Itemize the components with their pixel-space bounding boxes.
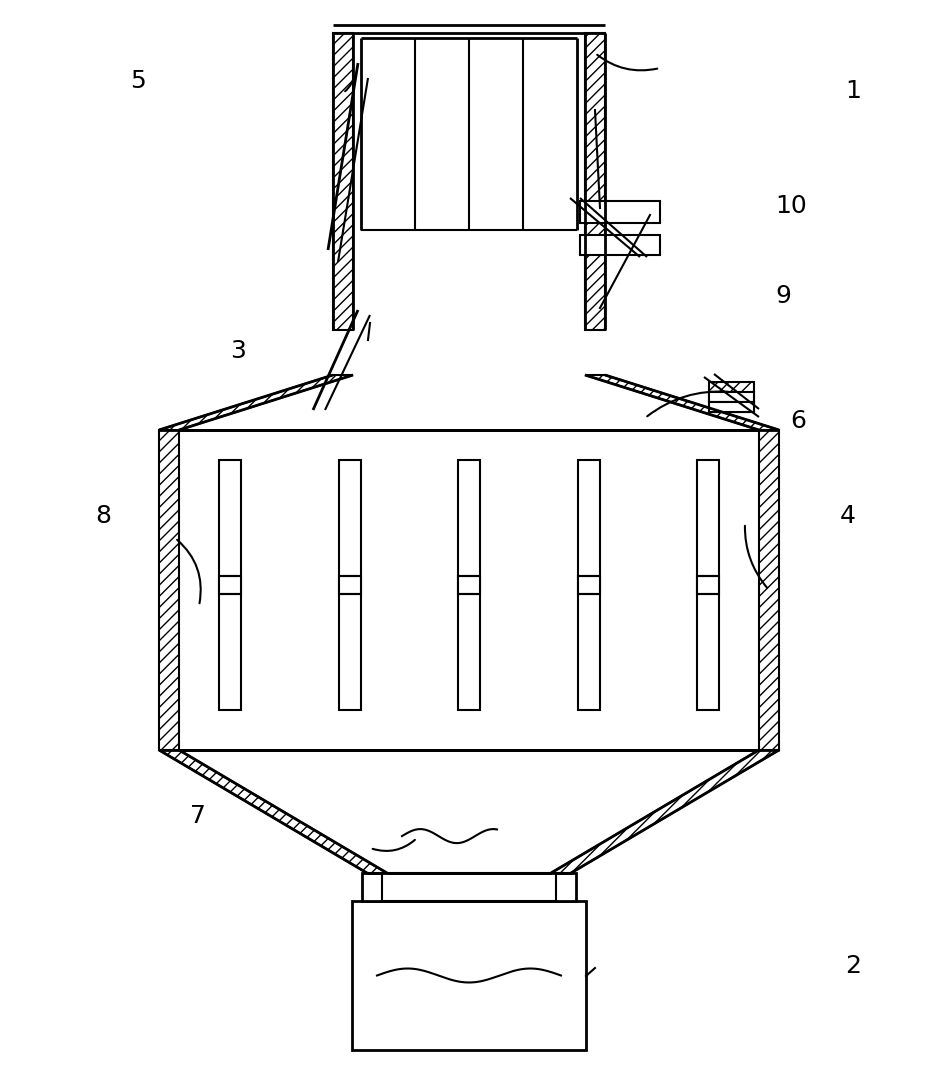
- Text: 3: 3: [230, 338, 246, 363]
- Polygon shape: [159, 750, 387, 873]
- Bar: [219, 576, 241, 594]
- Polygon shape: [551, 750, 779, 873]
- Bar: [580, 235, 660, 255]
- Text: 10: 10: [775, 194, 807, 218]
- Text: 5: 5: [130, 69, 146, 93]
- Bar: [458, 576, 480, 594]
- Bar: [577, 460, 599, 710]
- Text: 9: 9: [775, 284, 791, 308]
- Bar: [577, 576, 599, 594]
- Polygon shape: [159, 430, 179, 750]
- Bar: [382, 873, 556, 901]
- Bar: [338, 576, 361, 594]
- Bar: [338, 460, 361, 710]
- Bar: [709, 402, 754, 412]
- Bar: [580, 201, 660, 223]
- Bar: [219, 460, 241, 710]
- Bar: [362, 873, 576, 901]
- Bar: [697, 460, 719, 710]
- Text: 7: 7: [190, 804, 206, 828]
- Polygon shape: [585, 375, 779, 430]
- Polygon shape: [585, 33, 605, 330]
- Text: 8: 8: [95, 505, 111, 528]
- Text: 6: 6: [790, 409, 806, 433]
- Polygon shape: [159, 375, 353, 430]
- Text: 2: 2: [845, 954, 861, 978]
- Bar: [697, 576, 719, 594]
- Text: 4: 4: [840, 505, 856, 528]
- Polygon shape: [333, 33, 353, 330]
- Bar: [458, 460, 480, 710]
- Polygon shape: [709, 382, 754, 412]
- Bar: [352, 901, 586, 1050]
- Text: 1: 1: [845, 79, 861, 103]
- Bar: [709, 392, 754, 402]
- Polygon shape: [759, 430, 779, 750]
